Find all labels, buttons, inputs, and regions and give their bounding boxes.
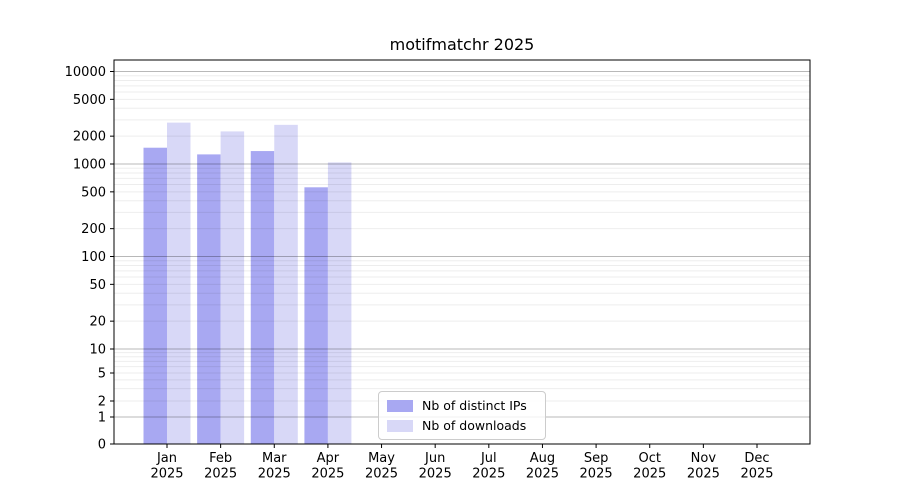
legend-label-downloads: Nb of downloads: [422, 418, 527, 433]
x-tick-label: Jun 2025: [419, 451, 452, 482]
x-tick-label: Dec 2025: [740, 451, 773, 482]
x-tick-label: Nov 2025: [687, 451, 720, 482]
y-tick-label: 500: [81, 185, 106, 200]
bar-mar-series0: [250, 151, 275, 444]
y-tick-label: 10: [89, 343, 106, 358]
bar-jan-series0: [143, 147, 167, 445]
legend-item-downloads: Nb of downloads: [387, 418, 536, 433]
y-tick-label: 1: [98, 411, 106, 426]
x-tick-label: Jul 2025: [472, 451, 505, 482]
x-tick-label: Apr 2025: [311, 451, 344, 482]
bar-jan-series1: [167, 122, 191, 444]
y-tick-label: 100: [81, 250, 106, 265]
y-tick-label: 10000: [65, 65, 106, 80]
y-tick-label: 5: [98, 367, 106, 382]
x-tick-label: Sep 2025: [580, 451, 613, 482]
legend-label-distinct-ips: Nb of distinct IPs: [422, 398, 527, 413]
x-tick-label: Jan 2025: [150, 451, 183, 482]
y-tick-label: 50: [89, 278, 106, 293]
bar-feb-series1: [220, 131, 245, 445]
bar-mar-series1: [274, 124, 298, 444]
x-tick-label: Aug 2025: [526, 451, 559, 482]
y-tick-label: 2: [98, 395, 106, 410]
y-tick-label: 1000: [73, 158, 106, 173]
legend-swatch-distinct-ips-icon: [387, 399, 413, 412]
y-tick-label: 5000: [73, 93, 106, 108]
chart-title: motifmatchr 2025: [389, 35, 535, 54]
x-tick-label: May 2025: [365, 451, 398, 482]
y-tick-label: 0: [98, 438, 106, 453]
x-tick-label: Oct 2025: [633, 451, 666, 482]
y-tick-label: 20: [89, 315, 106, 330]
y-tick-label: 2000: [73, 130, 106, 145]
plot-border: [113, 59, 811, 445]
x-tick-label: Mar 2025: [258, 451, 291, 482]
legend: Nb of distinct IPs Nb of downloads: [378, 391, 546, 440]
x-tick-label: Feb 2025: [204, 451, 237, 482]
y-tick-label: 200: [81, 222, 106, 237]
legend-swatch-downloads-icon: [387, 419, 413, 432]
bar-apr-series0: [304, 187, 328, 444]
bar-apr-series1: [327, 162, 352, 444]
bar-feb-series0: [197, 154, 221, 444]
legend-item-distinct-ips: Nb of distinct IPs: [387, 398, 536, 413]
